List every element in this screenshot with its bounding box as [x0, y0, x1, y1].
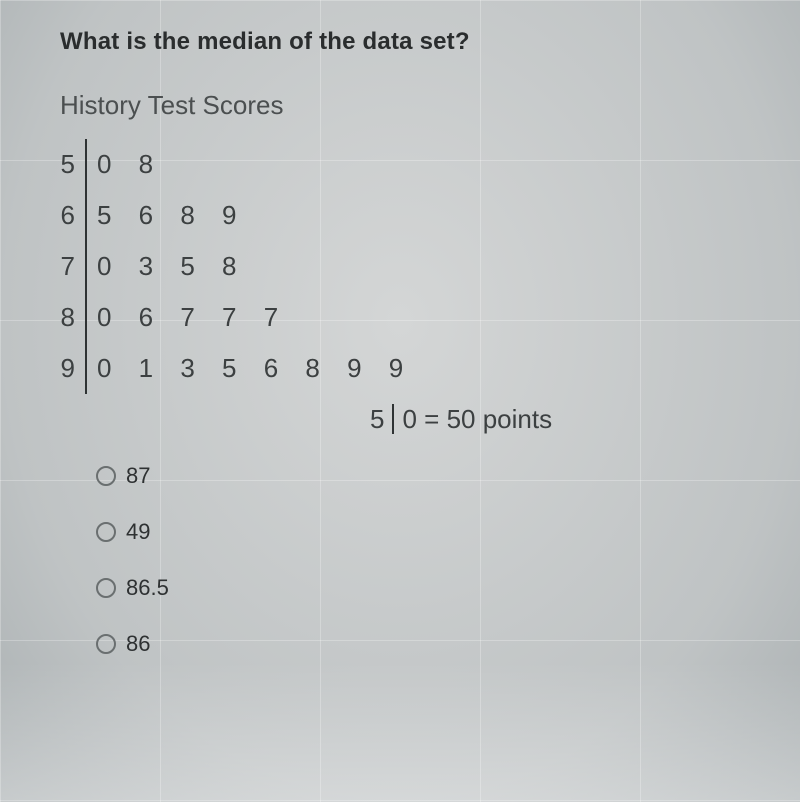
stem-leaf-legend: 50 = 50 points [370, 404, 752, 435]
option-row[interactable]: 87 [96, 463, 752, 489]
legend-stem: 5 [370, 404, 394, 434]
stem-leaf-row: 9 0 1 3 5 6 8 9 9 [60, 343, 413, 394]
option-label: 86 [126, 631, 150, 657]
option-row[interactable]: 86 [96, 631, 752, 657]
stem-cell: 7 [60, 241, 86, 292]
stem-leaf-table: 5 0 8 6 5 6 8 9 7 0 3 5 8 8 0 6 7 7 7 9 … [60, 139, 413, 394]
stem-cell: 6 [60, 190, 86, 241]
radio-icon[interactable] [96, 634, 116, 654]
radio-icon[interactable] [96, 466, 116, 486]
worksheet-page: What is the median of the data set? Hist… [0, 0, 800, 657]
stem-cell: 5 [60, 139, 86, 190]
leaves-cell: 0 8 [86, 139, 413, 190]
option-label: 49 [126, 519, 150, 545]
stem-leaf-row: 8 0 6 7 7 7 [60, 292, 413, 343]
leaves-cell: 0 3 5 8 [86, 241, 413, 292]
stem-cell: 8 [60, 292, 86, 343]
question-text: What is the median of the data set? [60, 28, 752, 56]
legend-leaf: 0 [394, 404, 416, 434]
stem-cell: 9 [60, 343, 86, 394]
stem-leaf-row: 7 0 3 5 8 [60, 241, 413, 292]
stem-leaf-row: 6 5 6 8 9 [60, 190, 413, 241]
stem-leaf-plot: 5 0 8 6 5 6 8 9 7 0 3 5 8 8 0 6 7 7 7 9 … [60, 139, 752, 394]
chart-title: History Test Scores [60, 90, 752, 121]
answer-options: 87 49 86.5 86 [96, 463, 752, 657]
option-row[interactable]: 49 [96, 519, 752, 545]
stem-leaf-row: 5 0 8 [60, 139, 413, 190]
leaves-cell: 0 6 7 7 7 [86, 292, 413, 343]
leaves-cell: 0 1 3 5 6 8 9 9 [86, 343, 413, 394]
radio-icon[interactable] [96, 578, 116, 598]
option-row[interactable]: 86.5 [96, 575, 752, 601]
radio-icon[interactable] [96, 522, 116, 542]
option-label: 87 [126, 463, 150, 489]
legend-meaning: = 50 points [424, 404, 552, 434]
leaves-cell: 5 6 8 9 [86, 190, 413, 241]
screen-glare [0, 662, 800, 802]
option-label: 86.5 [126, 575, 169, 601]
